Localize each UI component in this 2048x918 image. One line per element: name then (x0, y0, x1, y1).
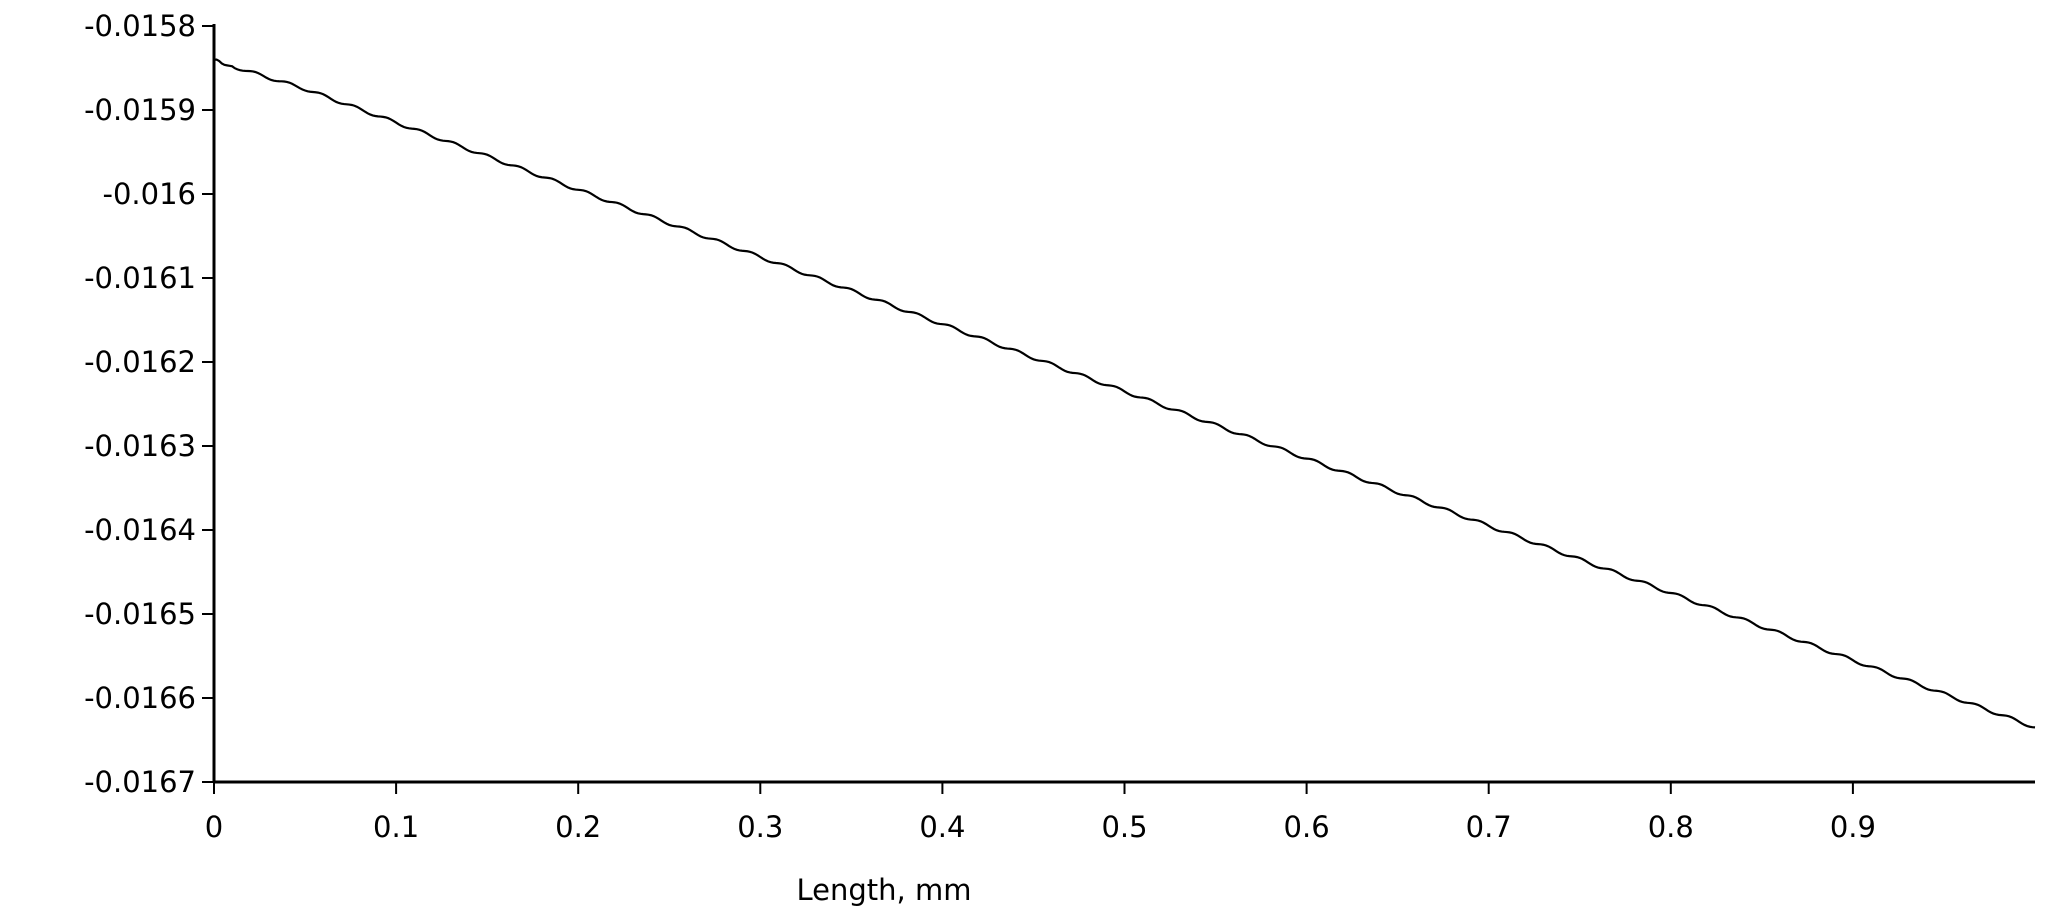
y-tick-label: -0.0158 (84, 9, 196, 43)
x-axis-ticks: 0 0.1 0.2 0.3 0.4 0.5 0.6 0.7 0.8 0.9 (205, 782, 1876, 844)
x-tick-label: 0.3 (737, 810, 783, 844)
series-lines (214, 58, 2036, 729)
y-tick-label: -0.0167 (84, 765, 196, 799)
x-tick-label: 0.5 (1101, 810, 1147, 844)
x-axis-title: Length, mm (797, 873, 972, 907)
y-tick-label: -0.0165 (84, 597, 196, 631)
x-tick-label: 0.4 (919, 810, 965, 844)
y-tick-label: -0.0163 (84, 429, 196, 463)
y-axis-ticks: -0.0158 -0.0159 -0.016 -0.0161 -0.0162 -0.016… (84, 9, 214, 799)
x-tick-label: 0.1 (373, 810, 419, 844)
y-tick-label: -0.0166 (84, 681, 196, 715)
x-tick-label: 0.6 (1284, 810, 1330, 844)
y-tick-label: -0.0159 (84, 93, 196, 127)
series-line (214, 58, 2036, 729)
x-tick-label: 0.8 (1648, 810, 1694, 844)
y-tick-label: -0.0161 (84, 261, 196, 295)
y-tick-label: -0.0162 (84, 345, 196, 379)
y-tick-label: -0.0164 (84, 513, 196, 547)
x-tick-label: 0 (205, 810, 223, 844)
x-tick-label: 0.2 (555, 810, 601, 844)
y-tick-label: -0.016 (103, 177, 197, 211)
x-tick-label: 0.7 (1466, 810, 1512, 844)
x-tick-label: 0.9 (1830, 810, 1876, 844)
